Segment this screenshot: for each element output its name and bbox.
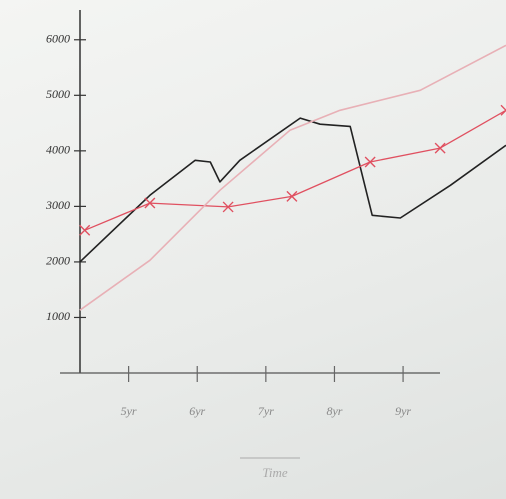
x-tick-label: 8yr	[326, 404, 342, 418]
y-tick-label: 5000	[46, 87, 70, 101]
y-tick-label: 1000	[46, 309, 70, 323]
x-tick-label: 7yr	[258, 404, 274, 418]
y-tick-label: 2000	[46, 254, 70, 268]
series-line	[80, 45, 506, 310]
x-axis-label: Time	[262, 465, 288, 480]
point-marker	[80, 225, 90, 235]
y-tick-label: 3000	[45, 198, 70, 212]
x-tick-label: 6yr	[189, 404, 205, 418]
point-marker	[501, 105, 506, 115]
y-tick-label: 4000	[46, 143, 70, 157]
x-tick-label: 5yr	[121, 404, 137, 418]
x-tick-label: 9yr	[395, 404, 411, 418]
point-marker	[435, 143, 445, 153]
series-line	[80, 118, 506, 262]
y-tick-label: 6000	[46, 32, 70, 46]
chart: Time 1000 2000 3000 4000 5000 6000 5yr 6yr 7yr 8y…	[0, 0, 506, 499]
page: Time 1000 2000 3000 4000 5000 6000 5yr 6yr 7yr 8y…	[0, 0, 506, 499]
